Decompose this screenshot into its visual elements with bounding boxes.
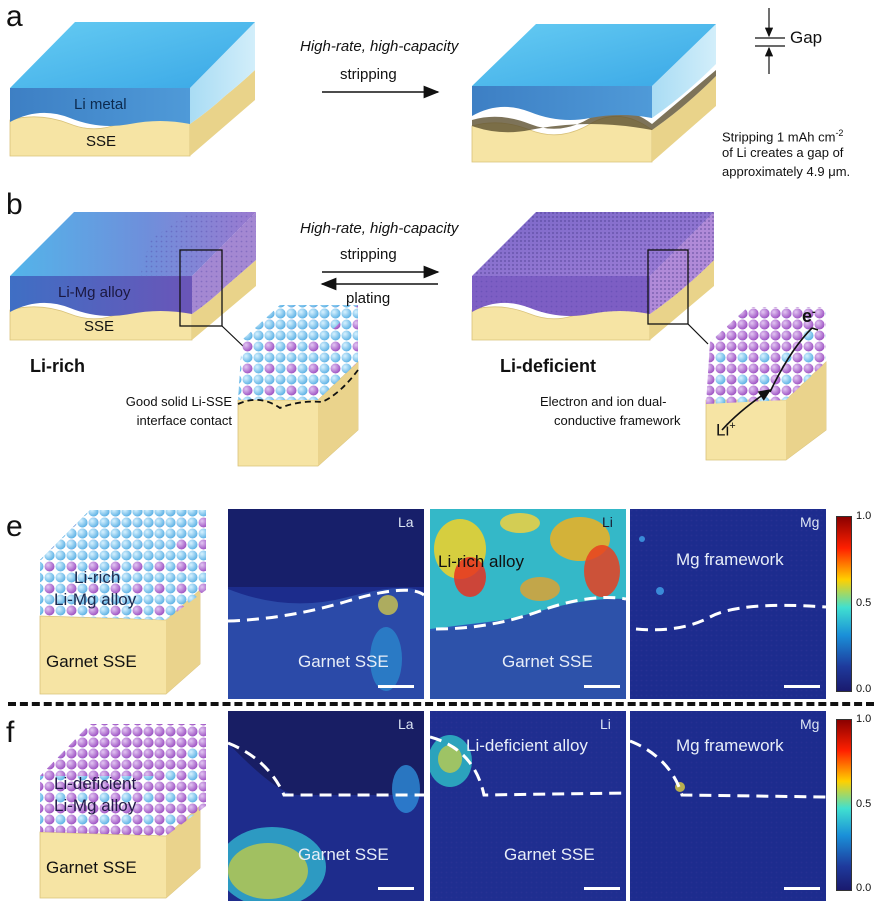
block-e-line1: Li-rich — [74, 568, 121, 587]
map-f-la — [228, 711, 424, 901]
li-deficient-heading: Li-deficient — [500, 356, 597, 376]
block-e-base: Garnet SSE — [46, 652, 137, 671]
panel-letter-b: b — [6, 188, 23, 221]
map-e-la — [228, 509, 424, 699]
map-f-mg — [630, 711, 826, 901]
colorbar-e-tick-max: 1.0 — [856, 510, 872, 522]
map-e-li — [430, 509, 626, 699]
map-f-mg-top: Mg framework — [676, 736, 784, 755]
framework-line2: conductive framework — [554, 413, 681, 428]
panel-letter-f: f — [6, 716, 15, 749]
gap-indicator — [755, 8, 785, 74]
block-f-line1: Li-deficient — [54, 774, 137, 793]
alloy-label-b: Li-Mg alloy — [58, 284, 131, 301]
map-f-la-channel: La — [398, 716, 414, 732]
section-divider — [8, 702, 874, 706]
electron-label: e- — [802, 306, 816, 326]
map-f-li-channel: Li — [600, 716, 611, 732]
framework-line1: Electron and ion dual- — [540, 394, 667, 409]
map-e-li-channel: Li — [602, 514, 613, 530]
colorbar-e-tick-min: 0.0 — [856, 683, 872, 695]
li-ion-label: Li+ — [716, 420, 736, 440]
li-deficient-zoom-cube — [705, 307, 827, 461]
map-e-la-channel: La — [398, 514, 414, 530]
arrow-label-stripping-a: stripping — [340, 66, 397, 83]
map-f-li-top: Li-deficient alloy — [466, 736, 588, 755]
map-f-la-bottom: Garnet SSE — [298, 845, 389, 864]
colorbar-f — [836, 719, 852, 891]
li-rich-heading: Li-rich — [30, 356, 86, 376]
arrow-label-stripping-b: stripping — [340, 246, 397, 263]
arrow-label-top-b: High-rate, high-capacity — [300, 220, 459, 237]
colorbar-f-tick-max: 1.0 — [856, 713, 872, 725]
arrow-label-plating-b: plating — [346, 290, 391, 307]
li-mg-alloy-block-right — [471, 212, 714, 345]
li-mg-alloy-block-left — [9, 212, 256, 349]
gap-note-line3: approximately 4.9 μm. — [722, 164, 851, 179]
colorbar-e-tick-mid: 0.5 — [856, 597, 872, 609]
map-e-li-top: Li-rich alloy — [438, 552, 524, 571]
li-metal-block-left — [9, 22, 255, 157]
block-f-line2: Li-Mg alloy — [54, 796, 137, 815]
map-f-mg-channel: Mg — [800, 716, 820, 732]
map-f-li — [430, 711, 626, 901]
li-rich-zoom-cube — [237, 305, 359, 467]
map-e-mg-channel: Mg — [800, 514, 820, 530]
colorbar-f-tick-min: 0.0 — [856, 882, 872, 894]
gap-note-line2: of Li creates a gap of — [722, 145, 844, 160]
map-e-la-bottom: Garnet SSE — [298, 652, 389, 671]
map-e-mg — [630, 509, 826, 699]
panel-letter-e: e — [6, 510, 23, 543]
colorbar-f-tick-mid: 0.5 — [856, 798, 872, 810]
gap-note-line1: Stripping 1 mAh cm-2 — [722, 128, 844, 145]
li-metal-label: Li metal — [74, 96, 127, 113]
arrow-label-top-a: High-rate, high-capacity — [300, 38, 459, 55]
li-deficient-block-f — [39, 724, 206, 899]
sse-label-a: SSE — [86, 133, 117, 150]
li-metal-block-right — [471, 24, 716, 163]
contact-line1: Good solid Li-SSE — [125, 394, 232, 409]
panel-letter-a: a — [6, 0, 23, 33]
colorbar-e — [836, 516, 852, 692]
map-f-li-bottom: Garnet SSE — [504, 845, 595, 864]
contact-line2: interface contact — [136, 413, 232, 428]
block-e-line2: Li-Mg alloy — [54, 590, 137, 609]
map-e-li-bottom: Garnet SSE — [502, 652, 593, 671]
gap-label: Gap — [790, 28, 823, 47]
map-e-mg-top: Mg framework — [676, 550, 784, 569]
block-f-base: Garnet SSE — [46, 858, 137, 877]
sse-label-b: SSE — [84, 318, 115, 335]
li-rich-block-e — [39, 510, 206, 695]
